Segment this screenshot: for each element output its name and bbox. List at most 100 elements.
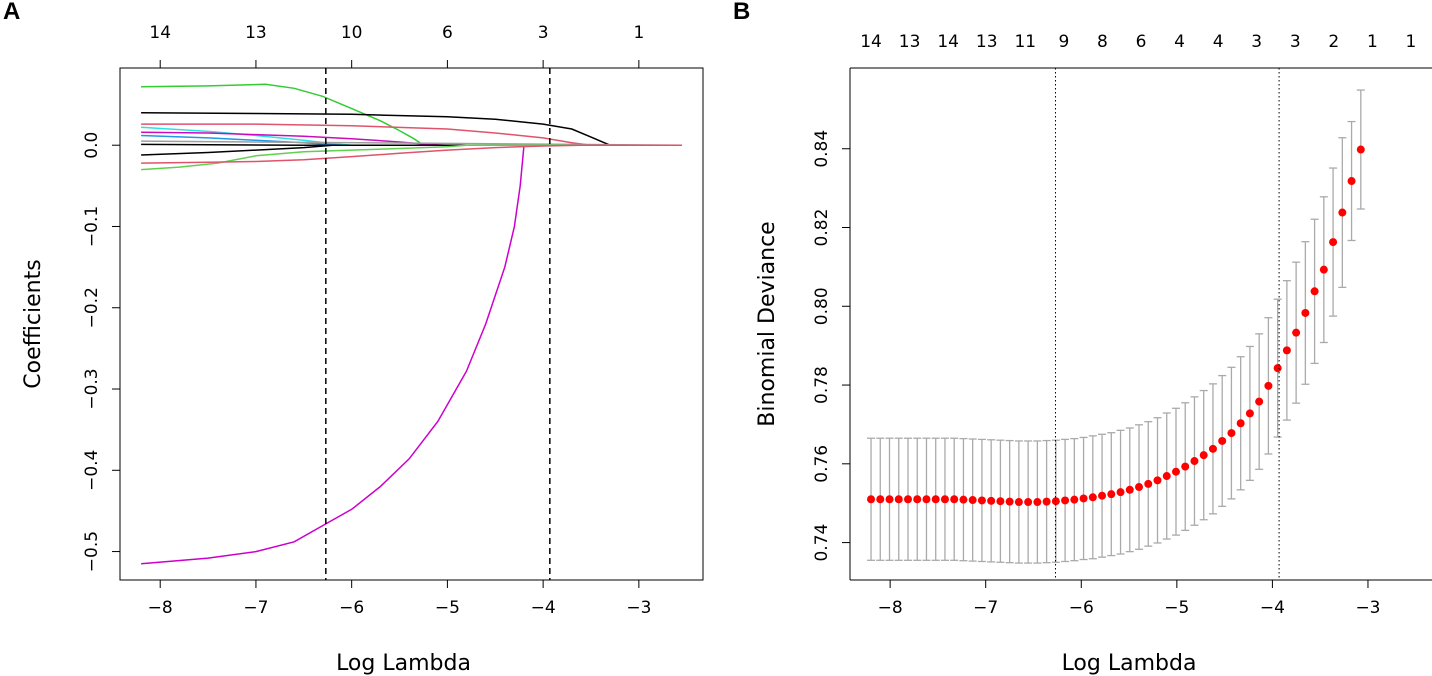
x-tick-label: −5	[1164, 598, 1189, 618]
panel-label-a: A	[3, 0, 21, 25]
deviance-point	[1005, 497, 1014, 506]
x-tick-label: −3	[626, 598, 651, 618]
x-axis-title: Log Lambda	[1062, 651, 1197, 676]
deviance-point	[1282, 346, 1291, 355]
top-axis-label: 14	[937, 32, 959, 52]
x-tick-label: −4	[1260, 598, 1285, 618]
coef-path-green-top	[141, 83, 682, 146]
top-axis-label: 13	[899, 32, 921, 52]
top-axis-label: 4	[1213, 32, 1224, 52]
deviance-point	[1273, 364, 1282, 373]
deviance-point	[1116, 488, 1125, 497]
top-axis-label: 9	[1058, 32, 1069, 52]
deviance-point	[922, 495, 931, 504]
x-tick-label: −6	[1069, 598, 1094, 618]
deviance-point	[1107, 490, 1116, 499]
panel-label-b: B	[733, 0, 751, 25]
deviance-point	[968, 496, 977, 505]
y-tick-label: −0.3	[82, 368, 102, 409]
y-tick-label: −0.4	[82, 450, 102, 491]
coef-path-black-neg	[141, 144, 682, 156]
top-axis-label: 8	[1097, 32, 1108, 52]
y-tick-label: 0.76	[812, 445, 832, 483]
deviance-point	[1181, 462, 1190, 471]
y-tick-label: −0.5	[82, 531, 102, 572]
deviance-point	[1190, 457, 1199, 466]
deviance-point	[1042, 497, 1051, 506]
top-axis-label: 13	[245, 23, 267, 43]
deviance-point	[894, 495, 903, 504]
deviance-point	[959, 495, 968, 504]
coefficient-path-plot: −8 −7 −6 −5 −4 −3 14 13 10 6 3 1 0.0 −0.1 −0.2 −0.3 −0.4…	[21, 23, 704, 676]
deviance-point	[1024, 498, 1033, 507]
x-tick-label: −8	[148, 598, 173, 618]
deviance-point	[1338, 208, 1347, 217]
deviance-point	[1199, 451, 1208, 460]
deviance-point	[1236, 419, 1245, 428]
y-axis-title: Coefficients	[21, 259, 46, 388]
deviance-point	[867, 495, 876, 504]
deviance-point	[876, 495, 885, 504]
coef-path-black-top	[141, 111, 682, 146]
coef-path-green-neg	[141, 144, 682, 171]
top-axis-label: 3	[1290, 32, 1301, 52]
y-tick-label: 0.84	[812, 130, 832, 168]
deviance-point	[1070, 495, 1079, 504]
y-tick-label: 0.74	[812, 524, 832, 562]
deviance-point	[1227, 429, 1236, 438]
deviance-point	[1319, 265, 1328, 274]
x-tick-label: −8	[878, 598, 903, 618]
deviance-point	[1245, 409, 1254, 418]
coef-path-red-neg	[141, 144, 682, 164]
deviance-point	[1079, 494, 1088, 503]
top-axis-label: 14	[149, 23, 171, 43]
deviance-point	[950, 495, 959, 504]
deviance-point	[1153, 476, 1162, 485]
x-tick-label: −3	[1355, 598, 1380, 618]
top-axis-label: 13	[976, 32, 998, 52]
deviance-point	[1310, 287, 1319, 296]
deviance-point	[977, 496, 986, 505]
deviance-point	[931, 495, 940, 504]
deviance-point	[1329, 238, 1338, 247]
deviance-point	[1144, 479, 1153, 488]
deviance-point	[1255, 397, 1264, 406]
top-axis-label: 1	[1367, 32, 1378, 52]
y-tick-label: 0.78	[812, 366, 832, 404]
coef-path-purple	[141, 144, 682, 565]
x-tick-label: −7	[243, 598, 268, 618]
top-axis-label: 2	[1328, 32, 1339, 52]
x-tick-label: −4	[531, 598, 556, 618]
top-axis-label: 1	[633, 23, 644, 43]
deviance-point	[1033, 498, 1042, 507]
deviance-point	[903, 495, 912, 504]
x-tick-label: −6	[339, 598, 364, 618]
y-tick-label: −0.1	[82, 206, 102, 247]
top-axis-label: 1	[1406, 32, 1417, 52]
top-axis-label: 14	[860, 32, 882, 52]
top-axis-label: 6	[442, 23, 453, 43]
top-axis-label: 6	[1136, 32, 1147, 52]
y-tick-label: 0.82	[812, 209, 832, 247]
deviance-point	[996, 497, 1005, 506]
deviance-point	[1301, 308, 1310, 317]
deviance-point	[1135, 483, 1144, 492]
deviance-point	[1264, 381, 1273, 390]
deviance-point	[1218, 436, 1227, 445]
deviance-point	[1098, 491, 1107, 500]
x-tick-label: −7	[973, 598, 998, 618]
deviance-point	[1171, 467, 1180, 476]
deviance-point	[1162, 472, 1171, 481]
deviance-point	[1014, 498, 1023, 507]
y-tick-label: 0.0	[82, 132, 102, 159]
deviance-point	[1061, 496, 1070, 505]
deviance-point	[1208, 444, 1217, 453]
deviance-point	[1347, 177, 1356, 186]
deviance-point	[987, 496, 996, 505]
deviance-point	[940, 495, 949, 504]
top-axis-label: 3	[538, 23, 549, 43]
deviance-point	[1292, 328, 1301, 337]
deviance-point	[1356, 145, 1365, 154]
